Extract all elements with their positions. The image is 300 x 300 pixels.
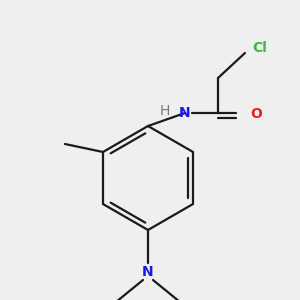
Text: H: H bbox=[160, 104, 170, 118]
Text: N: N bbox=[142, 265, 154, 279]
Text: O: O bbox=[250, 107, 262, 121]
Text: N: N bbox=[179, 106, 191, 120]
Text: Cl: Cl bbox=[253, 41, 267, 55]
